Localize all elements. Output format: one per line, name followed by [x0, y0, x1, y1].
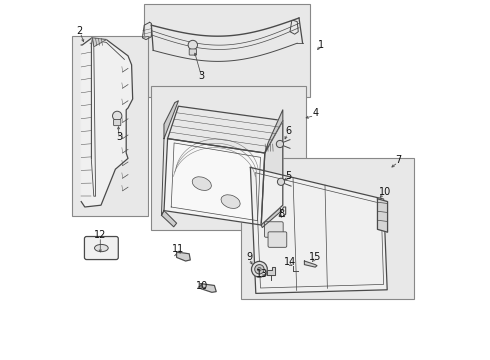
- Circle shape: [251, 261, 268, 277]
- FancyBboxPatch shape: [268, 232, 287, 247]
- Polygon shape: [164, 101, 178, 139]
- Ellipse shape: [192, 177, 211, 190]
- Polygon shape: [250, 167, 387, 293]
- Text: 2: 2: [76, 26, 82, 36]
- Text: 15: 15: [309, 252, 321, 262]
- Polygon shape: [201, 284, 216, 292]
- Polygon shape: [171, 143, 261, 221]
- Bar: [144, 4, 310, 97]
- Text: 6: 6: [285, 126, 291, 136]
- Polygon shape: [265, 110, 283, 153]
- FancyBboxPatch shape: [114, 120, 121, 126]
- Ellipse shape: [95, 244, 108, 252]
- Polygon shape: [261, 121, 283, 225]
- Circle shape: [255, 265, 264, 274]
- Polygon shape: [261, 208, 281, 228]
- Bar: [151, 86, 306, 230]
- Polygon shape: [168, 106, 283, 153]
- Text: 12: 12: [94, 230, 106, 240]
- Circle shape: [113, 111, 122, 121]
- Text: 10: 10: [379, 186, 391, 197]
- Circle shape: [277, 178, 285, 185]
- Text: 7: 7: [395, 155, 402, 165]
- Circle shape: [276, 140, 284, 148]
- Text: 10: 10: [196, 281, 208, 291]
- Polygon shape: [268, 267, 275, 275]
- FancyBboxPatch shape: [265, 222, 283, 237]
- Polygon shape: [304, 261, 317, 267]
- Polygon shape: [176, 252, 190, 261]
- Text: 4: 4: [312, 108, 318, 118]
- FancyBboxPatch shape: [84, 237, 118, 260]
- Polygon shape: [81, 38, 133, 207]
- Text: 1: 1: [318, 40, 324, 50]
- Text: 9: 9: [246, 252, 253, 262]
- FancyBboxPatch shape: [189, 49, 196, 55]
- Polygon shape: [162, 211, 176, 227]
- Polygon shape: [92, 38, 106, 47]
- Bar: [72, 36, 148, 216]
- Text: 11: 11: [172, 244, 185, 254]
- Circle shape: [188, 40, 197, 50]
- Text: 14: 14: [284, 257, 296, 267]
- Polygon shape: [377, 199, 388, 232]
- Circle shape: [258, 267, 261, 271]
- Polygon shape: [164, 139, 265, 225]
- Ellipse shape: [221, 195, 240, 208]
- Text: 13: 13: [256, 269, 269, 279]
- Text: 5: 5: [285, 171, 292, 181]
- Text: 3: 3: [117, 132, 123, 142]
- Text: 8: 8: [279, 209, 285, 219]
- Text: 3: 3: [199, 71, 205, 81]
- Bar: [242, 158, 414, 299]
